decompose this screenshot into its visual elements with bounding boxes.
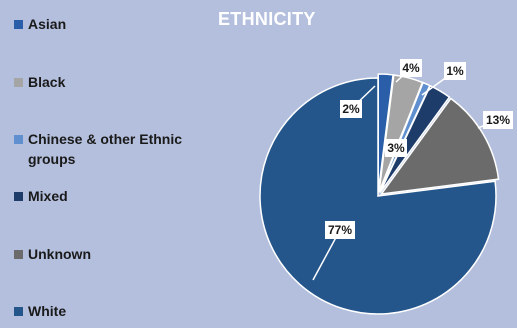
legend-item-unknown: Unknown — [14, 244, 203, 264]
data-label-white: 77% — [325, 221, 355, 239]
pie-slice-unknown — [379, 97, 500, 195]
data-label-text-black: 4% — [402, 61, 420, 75]
legend: Asian Black Chinese & other Ethnic group… — [14, 0, 214, 328]
legend-label-white: White — [28, 303, 67, 319]
data-label-mixed: 3% — [385, 139, 407, 157]
data-label-black: 4% — [400, 59, 422, 77]
data-label-text-unknown: 13% — [486, 113, 510, 127]
legend-label-black: Black — [28, 74, 66, 90]
legend-item-asian: Asian — [14, 14, 203, 34]
legend-swatch-mixed — [14, 192, 23, 201]
data-label-text-chinese: 1% — [446, 64, 464, 78]
legend-item-white: White — [14, 301, 203, 321]
legend-label-mixed: Mixed — [28, 188, 68, 204]
data-label-unknown: 13% — [483, 111, 513, 129]
data-label-text-asian: 2% — [342, 102, 360, 116]
legend-label-chinese: Chinese & other Ethnic groups — [28, 131, 183, 167]
legend-item-chinese: Chinese & other Ethnic groups — [14, 129, 203, 169]
legend-swatch-chinese — [14, 135, 23, 144]
pie-slice-mixed — [379, 84, 451, 193]
legend-label-asian: Asian — [28, 16, 67, 32]
data-label-chinese: 1% — [444, 62, 466, 80]
pie-slice-asian — [377, 73, 394, 193]
data-label-text-white: 77% — [328, 223, 352, 237]
legend-swatch-black — [14, 78, 23, 87]
legend-item-black: Black — [14, 72, 203, 92]
legend-swatch-unknown — [14, 250, 23, 259]
data-label-text-mixed: 3% — [387, 141, 405, 155]
pie-slice-white — [259, 77, 497, 315]
legend-swatch-asian — [14, 20, 23, 29]
legend-item-mixed: Mixed — [14, 186, 203, 206]
data-label-asian: 2% — [340, 100, 362, 118]
chart-title: ETHNICITY — [218, 9, 316, 29]
legend-label-unknown: Unknown — [28, 246, 91, 262]
legend-swatch-white — [14, 307, 23, 316]
